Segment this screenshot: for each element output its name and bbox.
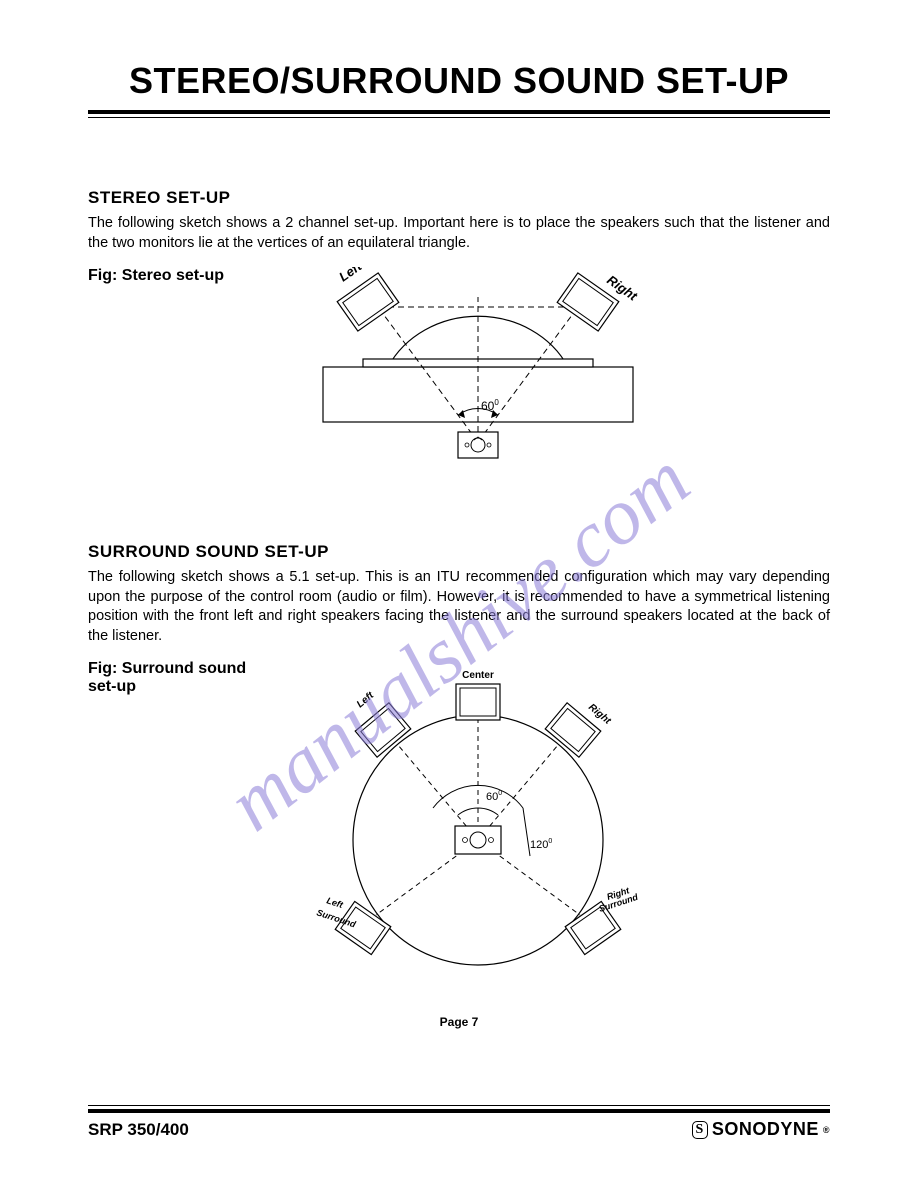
surround-diagram: Center Left Right Left	[268, 660, 830, 1005]
stereo-heading: STEREO SET-UP	[88, 188, 830, 208]
stereo-left-label: Left	[336, 267, 365, 284]
page-footer: SRP 350/400 S SONODYNE ®	[88, 1105, 830, 1140]
surround-ls-l1: Left	[325, 896, 345, 911]
brand-logo-icon: S	[692, 1121, 708, 1139]
surround-angle2: 1200	[530, 838, 552, 851]
surround-center-label: Center	[462, 670, 494, 681]
footer-model: SRP 350/400	[88, 1120, 189, 1140]
surround-angle1: 600	[486, 790, 502, 803]
surround-body: The following sketch shows a 5.1 set-up.…	[88, 568, 830, 646]
brand-reg: ®	[823, 1125, 830, 1135]
footer-brand: S SONODYNE ®	[692, 1119, 830, 1140]
surround-heading: SURROUND SOUND SET-UP	[88, 542, 830, 562]
stereo-fig-caption: Fig: Stereo set-up	[88, 267, 268, 285]
stereo-body: The following sketch shows a 2 channel s…	[88, 214, 830, 253]
stereo-diagram: Left Right 600	[268, 267, 830, 492]
svg-text:Left: Left	[325, 896, 345, 911]
surround-left-label: Left	[355, 690, 377, 711]
surround-fig-caption: Fig: Surround sound set-up	[88, 660, 268, 696]
brand-name: SONODYNE	[712, 1119, 819, 1140]
title-rule	[88, 110, 830, 118]
footer-rule	[88, 1105, 830, 1113]
page-number: Page 7	[88, 1015, 830, 1029]
page-title: STEREO/SURROUND SOUND SET-UP	[88, 60, 830, 102]
